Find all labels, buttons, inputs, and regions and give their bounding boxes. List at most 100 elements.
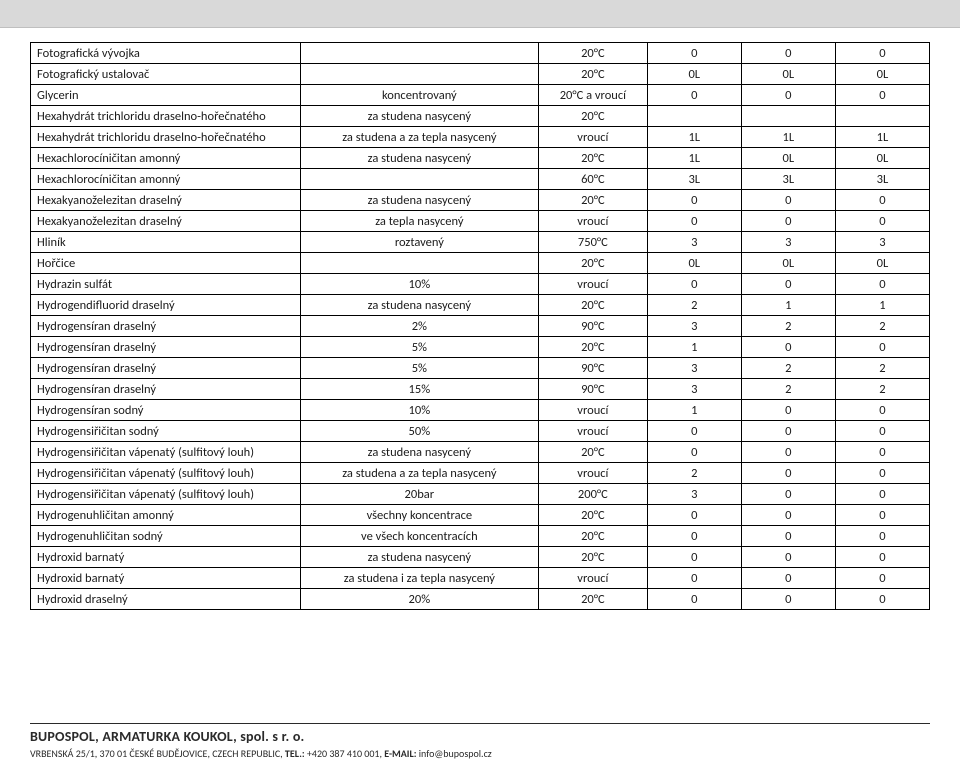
table-row: Hliníkroztavený750°C333 [31,232,930,253]
table-row: Hydrogensíran draselný15%90°C322 [31,379,930,400]
chemical-name: Fotografický ustalovač [31,64,301,85]
table-row: Hydrogensiřičitan vápenatý (sulfitový lo… [31,463,930,484]
table-row: Hydrogendifluorid draselnýza studena nas… [31,295,930,316]
table-row: Hydrogensiřičitan vápenatý (sulfitový lo… [31,442,930,463]
value-3: 0 [835,400,929,421]
value-3: 3L [835,169,929,190]
temperature: vroucí [539,400,648,421]
chemical-name: Hydrogensíran draselný [31,337,301,358]
value-1: 3 [647,316,741,337]
temperature: 90°C [539,316,648,337]
value-3: 0L [835,148,929,169]
chemical-name: Hydrogenuhličitan sodný [31,526,301,547]
temperature: 20°C [539,505,648,526]
value-3: 0 [835,589,929,610]
temperature: 750°C [539,232,648,253]
table-row: Hořčice20°C0L0L0L [31,253,930,274]
table-row: Hydrogenuhličitan sodnýve všech koncentr… [31,526,930,547]
chemical-name: Hydrogensiřičitan vápenatý (sulfitový lo… [31,484,301,505]
temperature: vroucí [539,211,648,232]
value-2: 3L [741,169,835,190]
value-2: 3 [741,232,835,253]
value-2: 0L [741,148,835,169]
condition: za studena nasycený [300,106,538,127]
value-3: 0 [835,190,929,211]
value-2: 0 [741,463,835,484]
chemical-name: Hydrogensíran sodný [31,400,301,421]
condition: za studena i za tepla nasycený [300,568,538,589]
value-1: 0 [647,211,741,232]
value-1: 0 [647,190,741,211]
chemical-name: Hexahydrát trichloridu draselno-hořečnat… [31,127,301,148]
value-3: 2 [835,379,929,400]
condition: za studena nasycený [300,148,538,169]
value-2: 0 [741,547,835,568]
value-3: 1 [835,295,929,316]
temperature: 20°C [539,148,648,169]
value-3: 2 [835,358,929,379]
footer-tel: +420 387 410 001 [307,747,380,760]
value-1: 3 [647,379,741,400]
value-1: 1 [647,337,741,358]
value-2: 2 [741,316,835,337]
footer-address: VRBENSKÁ 25/1, 370 01 ČESKÉ BUDĚJOVICE, … [30,747,285,760]
value-2: 0 [741,43,835,64]
temperature: 90°C [539,379,648,400]
value-1: 2 [647,295,741,316]
table-row: Hydroxid barnatýza studena i za tepla na… [31,568,930,589]
table-row: Fotografický ustalovač20°C0L0L0L [31,64,930,85]
value-3: 0L [835,64,929,85]
table-row: Hydrogensíran sodný10%vroucí100 [31,400,930,421]
chemical-name: Hexakyanoželezitan draselný [31,211,301,232]
temperature: 20°C [539,106,648,127]
footer-contact: VRBENSKÁ 25/1, 370 01 ČESKÉ BUDĚJOVICE, … [30,747,930,760]
value-1: 0 [647,526,741,547]
value-3: 0 [835,43,929,64]
condition: 5% [300,337,538,358]
value-3: 0 [835,463,929,484]
condition: za studena nasycený [300,295,538,316]
value-2: 0 [741,484,835,505]
value-1: 0 [647,589,741,610]
chemical-name: Hydrogensíran draselný [31,316,301,337]
value-3 [835,106,929,127]
temperature: 20°C [539,295,648,316]
temperature: 20°C [539,547,648,568]
footer-email: info@bupospol.cz [419,747,492,760]
chemicals-table: Fotografická vývojka20°C000Fotografický … [30,42,930,610]
condition: za studena nasycený [300,547,538,568]
footer-email-label: E-MAIL: [384,747,416,760]
value-2: 0 [741,274,835,295]
table-row: Hexahydrát trichloridu draselno-hořečnat… [31,106,930,127]
table-row: Fotografická vývojka20°C000 [31,43,930,64]
value-3: 0 [835,484,929,505]
value-3: 0 [835,211,929,232]
value-3: 2 [835,316,929,337]
table-row: Hexakyanoželezitan draselnýza tepla nasy… [31,211,930,232]
value-1: 0 [647,442,741,463]
table-row: Hydrogenuhličitan amonnývšechny koncentr… [31,505,930,526]
condition [300,64,538,85]
chemical-name: Hexahydrát trichloridu draselno-hořečnat… [31,106,301,127]
condition: ve všech koncentracích [300,526,538,547]
value-1: 3 [647,358,741,379]
value-2: 0 [741,589,835,610]
temperature: 20°C [539,442,648,463]
value-2: 2 [741,358,835,379]
condition: 20bar [300,484,538,505]
value-1 [647,106,741,127]
value-1: 3 [647,484,741,505]
table-row: Hydrogensíran draselný5%20°C100 [31,337,930,358]
condition: 15% [300,379,538,400]
condition: za studena a za tepla nasycený [300,127,538,148]
value-1: 3 [647,232,741,253]
condition: 10% [300,400,538,421]
table-row: Hexachlorocíničitan amonný60°C3L3L3L [31,169,930,190]
table-row: Hydrazin sulfát10%vroucí000 [31,274,930,295]
condition: koncentrovaný [300,85,538,106]
value-2: 0 [741,211,835,232]
value-2: 0 [741,568,835,589]
temperature: 200°C [539,484,648,505]
temperature: 20°C [539,64,648,85]
footer-rule [30,723,930,724]
